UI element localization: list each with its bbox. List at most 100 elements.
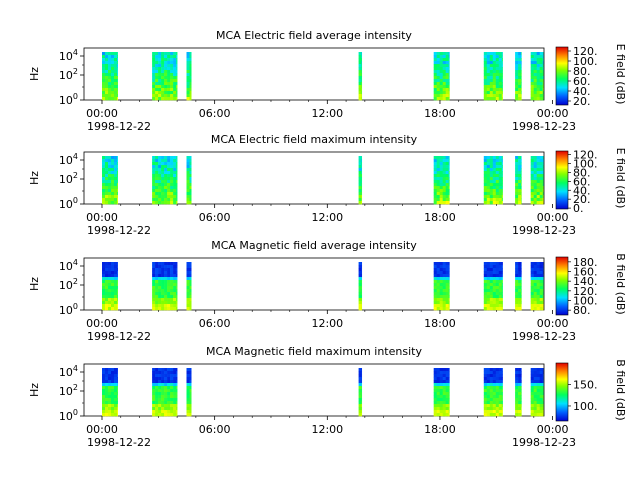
heatmap-cell	[111, 168, 115, 172]
heatmap-cell	[495, 201, 500, 205]
heatmap-cell	[161, 61, 165, 65]
heatmap-cell	[536, 413, 540, 417]
heatmap-cell	[158, 165, 162, 169]
heatmap-cell	[164, 407, 168, 411]
heatmap-cell	[436, 97, 440, 101]
heatmap-cell	[155, 55, 159, 59]
heatmap-cell	[495, 410, 500, 414]
heatmap-cell	[542, 301, 544, 305]
heatmap-cell	[102, 174, 106, 178]
heatmap-cell	[167, 413, 171, 417]
heatmap-cell	[498, 159, 503, 163]
heatmap-cell	[176, 52, 178, 56]
heatmap-cell	[498, 183, 503, 187]
heatmap-cell	[189, 401, 192, 405]
heatmap-cell	[501, 295, 503, 299]
heatmap-cell	[158, 274, 162, 278]
heatmap-cell	[117, 198, 118, 202]
heatmap-cell	[536, 410, 540, 414]
heatmap-cell	[515, 198, 519, 202]
heatmap-cell	[486, 413, 491, 417]
heatmap-cell	[498, 55, 503, 59]
heatmap-cell	[492, 398, 497, 402]
heatmap-cell	[358, 371, 362, 375]
heatmap-cell	[114, 307, 118, 311]
heatmap-cell	[173, 283, 177, 287]
heatmap-cell	[542, 292, 544, 296]
heatmap-cell	[498, 186, 503, 190]
heatmap-cell	[170, 271, 174, 275]
heatmap-cell	[105, 380, 109, 384]
heatmap-cell	[515, 165, 519, 169]
data-block	[152, 156, 178, 205]
heatmap-cell	[495, 371, 500, 375]
heatmap-cell	[108, 73, 112, 77]
heatmap-cell	[155, 292, 159, 296]
heatmap-cell	[436, 410, 440, 414]
heatmap-cell	[501, 52, 503, 56]
heatmap-cell	[102, 371, 106, 375]
heatmap-cell	[158, 304, 162, 308]
heatmap-cell	[539, 286, 543, 290]
heatmap-cell	[518, 289, 522, 293]
heatmap-cell	[536, 52, 540, 56]
heatmap-cell	[108, 61, 112, 65]
heatmap-cell	[108, 413, 112, 417]
heatmap-cell	[102, 298, 106, 302]
heatmap-cell	[152, 283, 156, 287]
heatmap-cell	[189, 162, 192, 166]
heatmap-cell	[176, 189, 178, 193]
heatmap-cell	[448, 159, 450, 163]
heatmap-cell	[515, 292, 519, 296]
heatmap-cell	[186, 88, 190, 92]
heatmap-cell	[495, 159, 500, 163]
heatmap-cell	[102, 380, 106, 384]
y-tick-label: 100	[59, 196, 78, 211]
heatmap-cell	[117, 70, 118, 74]
heatmap-cell	[105, 262, 109, 266]
heatmap-cell	[518, 94, 522, 98]
heatmap-cell	[433, 271, 437, 275]
heatmap-cell	[492, 156, 497, 160]
heatmap-cell	[536, 298, 540, 302]
heatmap-cell	[445, 407, 449, 411]
heatmap-cell	[518, 159, 522, 163]
heatmap-cell	[533, 162, 537, 166]
heatmap-cell	[530, 91, 534, 95]
heatmap-cell	[501, 268, 503, 272]
heatmap-cell	[167, 377, 171, 381]
heatmap-cell	[533, 198, 537, 202]
heatmap-cell	[158, 389, 162, 393]
x-tick-label: 18:00	[424, 107, 456, 120]
heatmap-cell	[158, 82, 162, 86]
heatmap-cell	[515, 162, 519, 166]
heatmap-cell	[501, 286, 503, 290]
heatmap-cell	[495, 292, 500, 296]
heatmap-cell	[108, 174, 112, 178]
heatmap-cell	[448, 283, 450, 287]
heatmap-cell	[486, 268, 491, 272]
heatmap-cell	[114, 413, 118, 417]
heatmap-cell	[176, 162, 178, 166]
heatmap-cell	[536, 58, 540, 62]
heatmap-cell	[442, 383, 446, 387]
heatmap-cell	[117, 401, 118, 405]
heatmap-cell	[164, 201, 168, 205]
heatmap-cell	[176, 280, 178, 284]
heatmap-cell	[111, 404, 115, 408]
heatmap-cell	[111, 265, 115, 269]
heatmap-cell	[492, 186, 497, 190]
heatmap-cell	[108, 383, 112, 387]
heatmap-cell	[114, 298, 118, 302]
heatmap-cell	[533, 171, 537, 175]
heatmap-cell	[521, 380, 522, 384]
heatmap-cell	[530, 186, 534, 190]
heatmap-cell	[521, 265, 522, 269]
panel-3: MCA Magnetic field average intensityHz10…	[28, 239, 627, 343]
heatmap-cell	[486, 277, 491, 281]
heatmap-cell	[164, 404, 168, 408]
heatmap-cell	[117, 410, 118, 414]
heatmap-cell	[498, 389, 503, 393]
heatmap-cell	[536, 307, 540, 311]
heatmap-cell	[445, 174, 449, 178]
